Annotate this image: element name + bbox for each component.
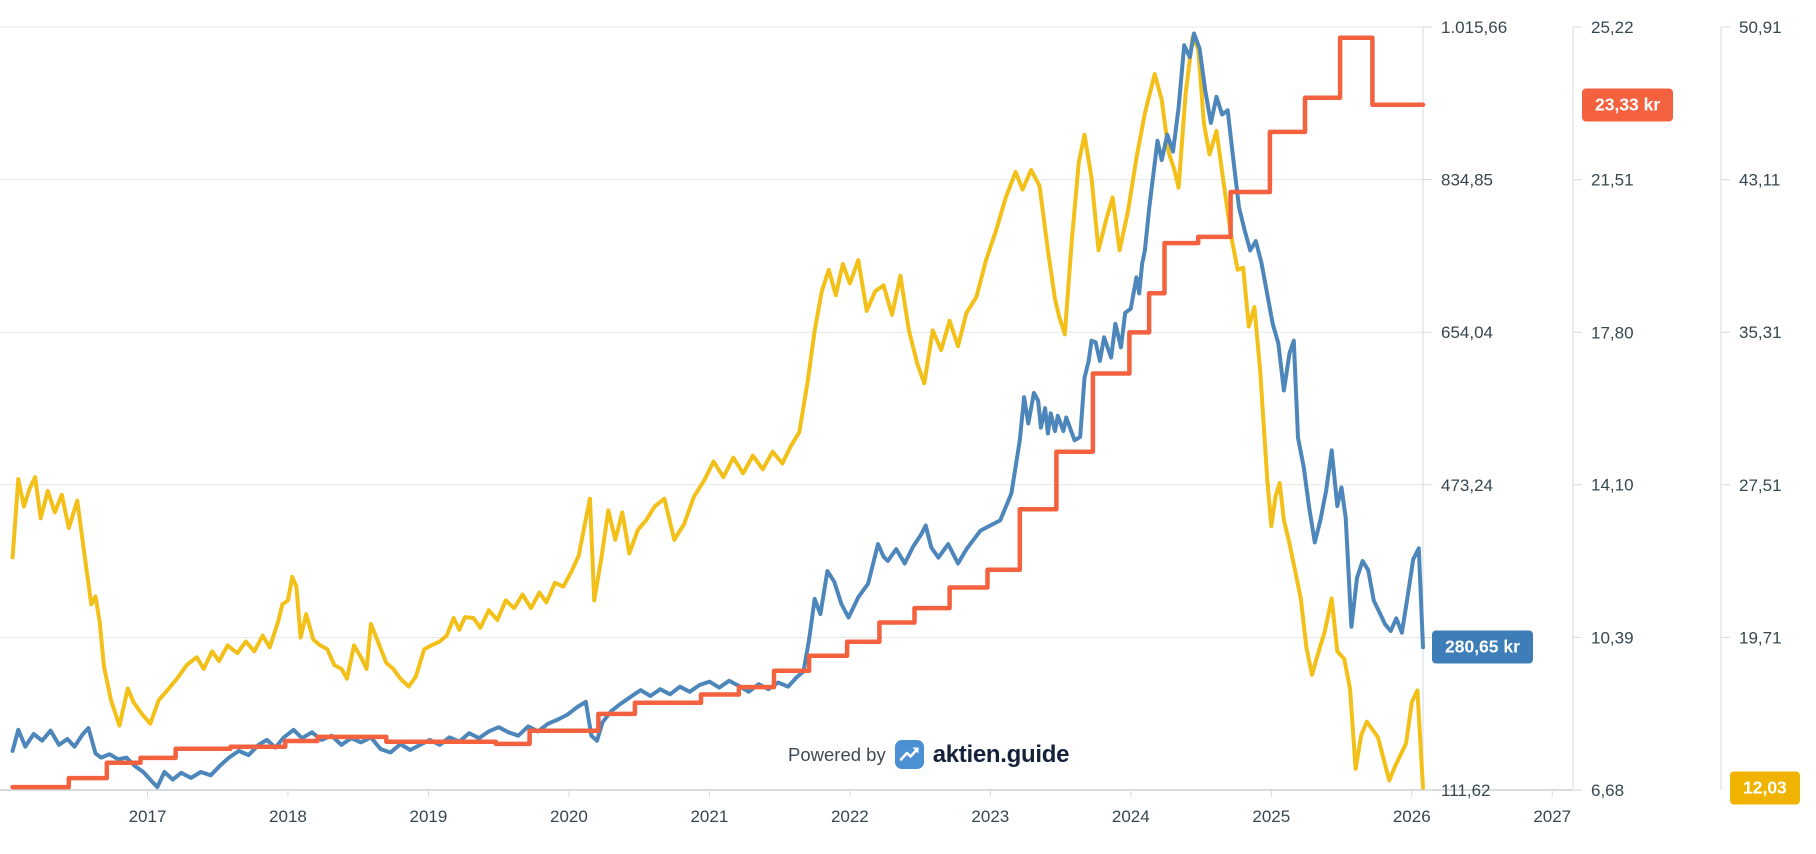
x-axis-label: 2027 <box>1533 807 1571 826</box>
brand-text: aktien.guide <box>932 740 1070 768</box>
series-line-earnings-per-share[interactable] <box>10 35 1426 790</box>
axis-tick-label: 27,51 <box>1739 476 1782 495</box>
x-axis-label: 2018 <box>269 807 307 826</box>
axis-tick-label: 654,04 <box>1441 323 1493 342</box>
logo-arrow-head <box>912 747 919 754</box>
aktien-guide-logo-icon <box>894 740 924 769</box>
x-axis-label: 2021 <box>690 807 728 826</box>
logo-trend-arrow <box>899 747 919 761</box>
axis-tick-label: 473,24 <box>1441 476 1493 495</box>
x-axis-label: 2022 <box>831 807 869 826</box>
axis-tick-label: 10,39 <box>1591 628 1634 647</box>
axis-tick-label: 6,68 <box>1591 781 1624 800</box>
x-axis-label: 2026 <box>1393 807 1431 826</box>
x-axis-label: 2025 <box>1252 807 1290 826</box>
axis-tick-label: 50,91 <box>1739 18 1782 37</box>
x-axis-label: 2023 <box>971 807 1009 826</box>
series-line-pe-ratio[interactable] <box>10 35 1425 790</box>
axis-tick-label: 19,71 <box>1739 628 1782 647</box>
axis-tick-label: 25,22 <box>1591 18 1634 37</box>
axis-tick-label: 14,10 <box>1591 476 1634 495</box>
current-eps-badge: 23,33 kr <box>1582 88 1674 122</box>
axis-tick-label: 21,51 <box>1591 171 1634 190</box>
x-axis-label: 2019 <box>410 807 448 826</box>
watermark-powered-by[interactable]: Powered by aktien.guide <box>788 740 1069 769</box>
axis-tick-label: 1.015,66 <box>1441 18 1507 37</box>
axis-tick-label: 17,80 <box>1591 323 1634 342</box>
x-axis-label: 2020 <box>550 807 588 826</box>
powered-by-text: Powered by <box>788 743 886 765</box>
axis-tick-label: 35,31 <box>1739 323 1782 342</box>
axis-tick-label: 111,62 <box>1441 781 1490 800</box>
x-axis-label: 2017 <box>129 807 167 826</box>
axis-tick-label: 43,11 <box>1739 171 1780 190</box>
series-line-share-price[interactable] <box>10 31 1425 790</box>
current-share-price-badge: 280,65 kr <box>1432 630 1533 664</box>
axis-tick-label: 834,85 <box>1441 171 1493 190</box>
current-pe-badge: 12,03 <box>1730 771 1800 805</box>
x-axis-label: 2024 <box>1112 807 1150 826</box>
